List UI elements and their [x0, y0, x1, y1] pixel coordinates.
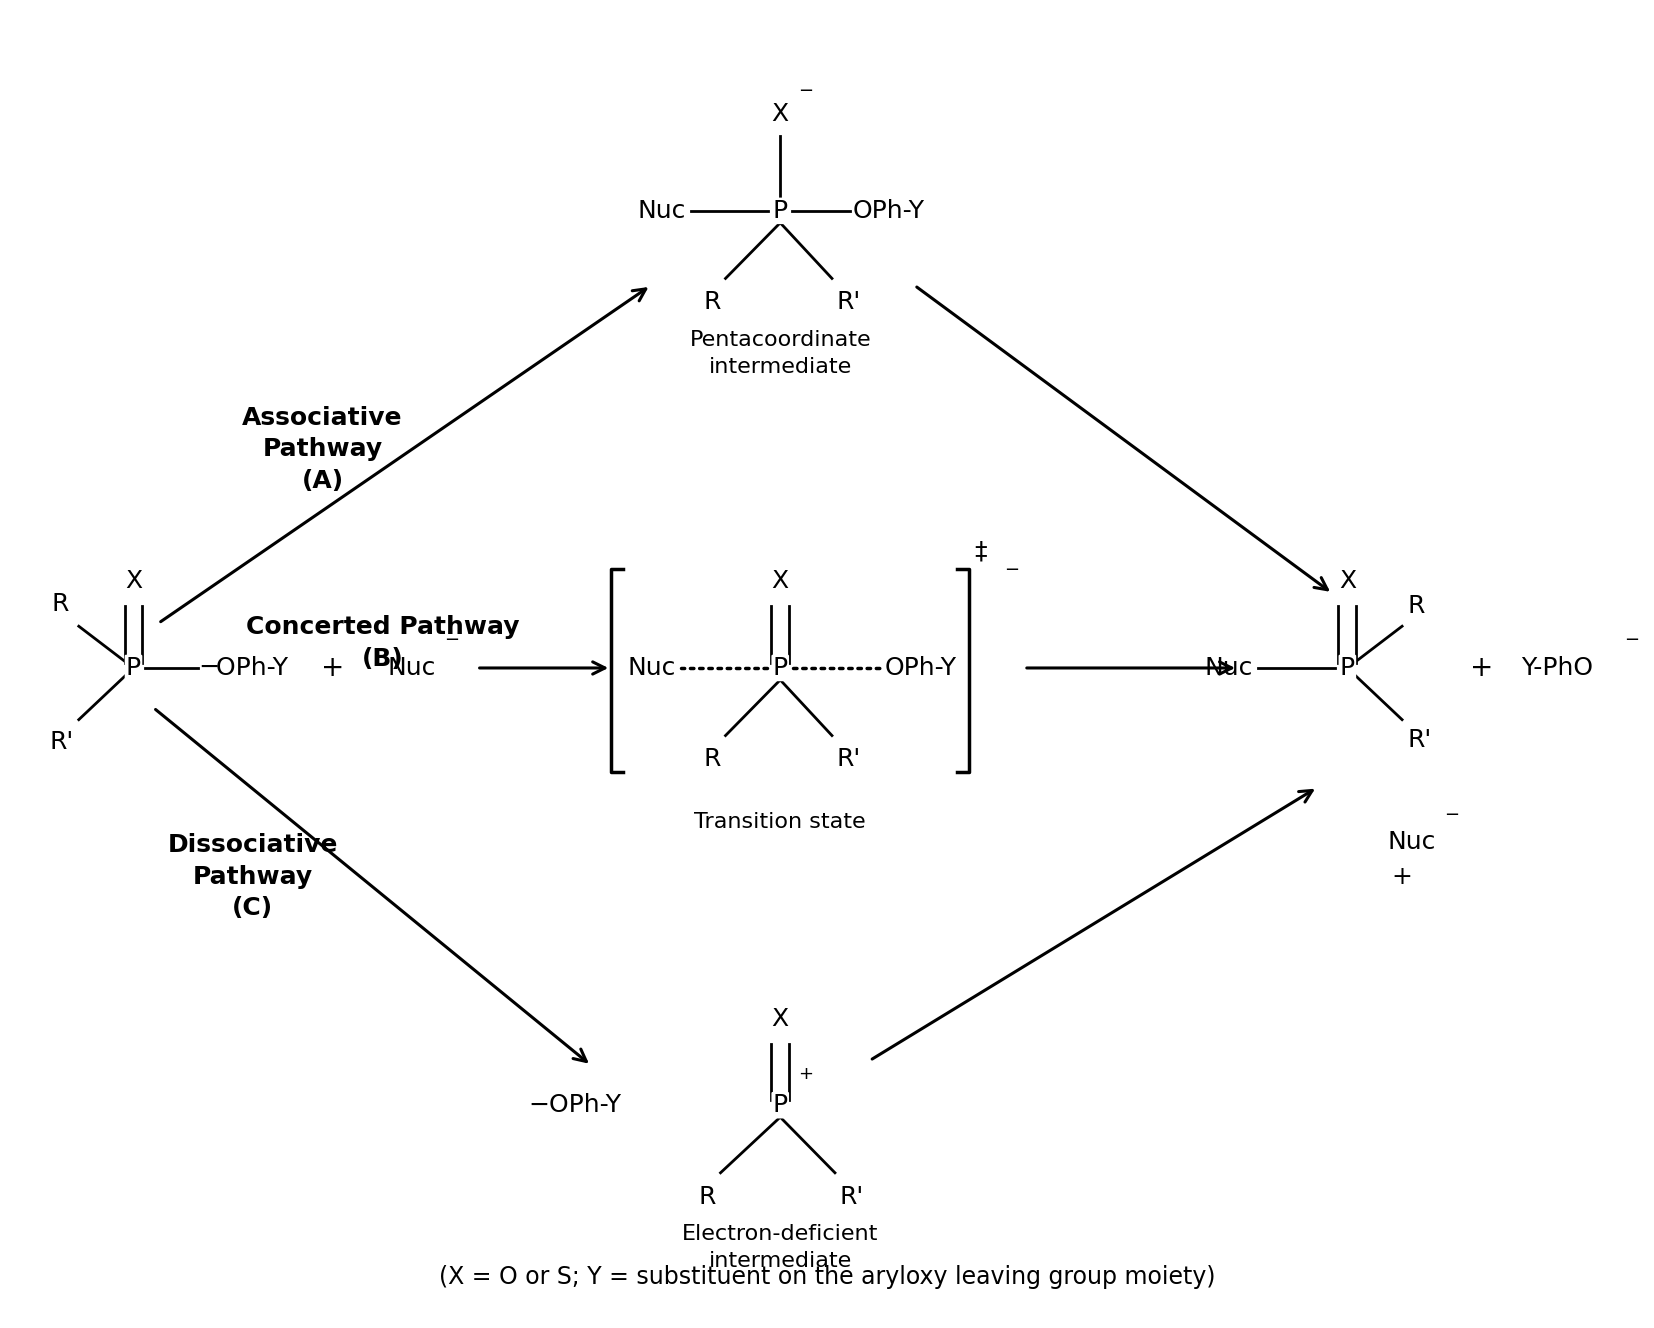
Text: +: + [799, 1065, 814, 1084]
Text: P: P [772, 656, 787, 680]
Text: R: R [51, 592, 69, 616]
Text: OPh-Y: OPh-Y [885, 656, 956, 680]
Text: R: R [703, 748, 721, 772]
Text: R: R [698, 1185, 716, 1208]
Text: (X = O or S; Y = substituent on the aryloxy leaving group moiety): (X = O or S; Y = substituent on the aryl… [438, 1266, 1216, 1289]
Text: P: P [1340, 656, 1355, 680]
Text: Nuc: Nuc [1388, 830, 1436, 854]
Text: R': R' [840, 1185, 863, 1208]
Text: −: − [443, 631, 460, 649]
Text: −OPh-Y: −OPh-Y [528, 1093, 620, 1117]
Text: Transition state: Transition state [695, 811, 867, 833]
Text: R: R [1408, 595, 1424, 619]
Text: X: X [772, 102, 789, 126]
Text: Pentacoordinate
intermediate: Pentacoordinate intermediate [690, 331, 872, 377]
Text: R': R' [1408, 728, 1431, 752]
Text: +: + [321, 653, 344, 683]
Text: Nuc: Nuc [387, 656, 435, 680]
Text: Nuc: Nuc [1204, 656, 1252, 680]
Text: −: − [1624, 631, 1639, 649]
Text: Associative
Pathway
(A): Associative Pathway (A) [241, 406, 404, 493]
Text: ─OPh-Y: ─OPh-Y [202, 656, 288, 680]
Text: Dissociative
Pathway
(C): Dissociative Pathway (C) [167, 833, 337, 920]
Text: P: P [772, 199, 787, 223]
Text: OPh-Y: OPh-Y [853, 199, 925, 223]
Text: P: P [772, 1093, 787, 1117]
Text: +: + [1470, 653, 1494, 683]
Text: −: − [799, 81, 814, 100]
Text: −: − [1444, 806, 1459, 825]
Text: R': R' [50, 729, 74, 753]
Text: R': R' [837, 291, 862, 315]
Text: −: − [1004, 560, 1019, 579]
Text: X: X [1338, 570, 1356, 594]
Text: R: R [703, 291, 721, 315]
Text: X: X [772, 570, 789, 594]
Text: Nuc: Nuc [627, 656, 676, 680]
Text: Nuc: Nuc [637, 199, 686, 223]
Text: Y-PhO: Y-PhO [1522, 656, 1593, 680]
Text: Concerted Pathway
(B): Concerted Pathway (B) [245, 615, 519, 671]
Text: P: P [126, 656, 141, 680]
Text: Electron-deficient
intermediate: Electron-deficient intermediate [681, 1224, 878, 1271]
Text: ‡: ‡ [974, 539, 987, 563]
Text: X: X [126, 570, 142, 594]
Text: X: X [772, 1007, 789, 1031]
Text: +: + [1391, 865, 1413, 888]
Text: R': R' [837, 748, 862, 772]
